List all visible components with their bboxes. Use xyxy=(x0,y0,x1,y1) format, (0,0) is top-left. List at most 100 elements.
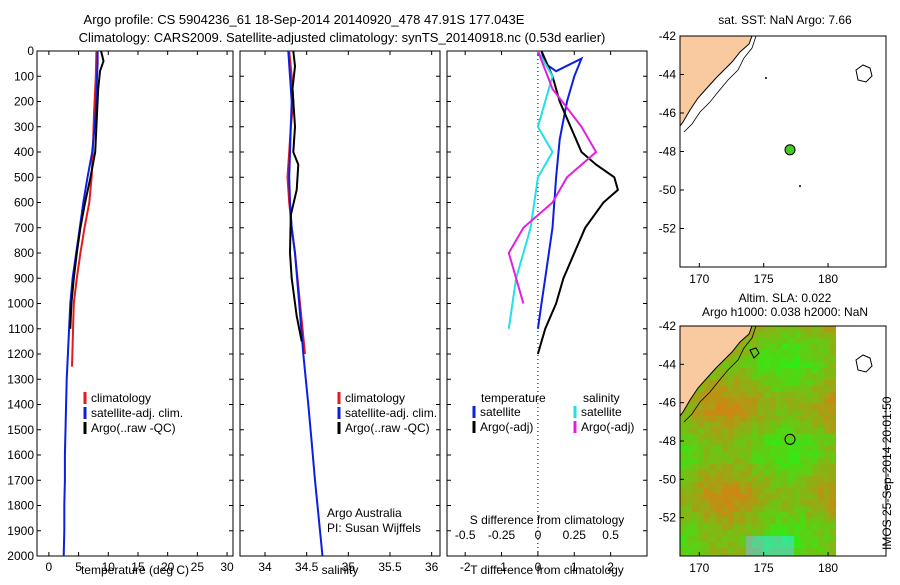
sla-cell xyxy=(806,536,812,542)
sla-cell xyxy=(692,404,698,410)
sla-cell xyxy=(746,482,752,488)
sla-cell xyxy=(800,404,806,410)
salinity-annotation-1: Argo Australia xyxy=(327,506,402,520)
sla-cell xyxy=(812,410,818,416)
sla-cell xyxy=(740,440,746,446)
sla-cell xyxy=(710,386,716,392)
sla-cell xyxy=(788,506,794,512)
sla-cell xyxy=(686,428,692,434)
sla-cell xyxy=(752,542,758,548)
sla-cell xyxy=(716,434,722,440)
sla-cell xyxy=(794,332,800,338)
sla-cell xyxy=(722,512,728,518)
sla-cell xyxy=(758,500,764,506)
sla-cell xyxy=(764,536,770,542)
sla-cell xyxy=(752,356,758,362)
sla-cell xyxy=(686,500,692,506)
sla-cell xyxy=(782,386,788,392)
x-tick-label: 0 xyxy=(535,560,542,574)
sla-cell xyxy=(812,356,818,362)
sla-cell xyxy=(698,494,704,500)
x2-tick-label: -0.25 xyxy=(488,528,516,542)
sla-cell xyxy=(764,518,770,524)
sla-cell xyxy=(680,440,686,446)
sla-cell xyxy=(830,506,836,512)
sla-cell xyxy=(800,344,806,350)
sla-cell xyxy=(746,464,752,470)
sla-cell xyxy=(686,416,692,422)
sla-cell xyxy=(800,476,806,482)
sla-cell xyxy=(704,386,710,392)
sla-cell xyxy=(776,530,782,536)
sla-cell xyxy=(716,554,722,556)
sla-cell xyxy=(740,446,746,452)
sla-cell xyxy=(794,422,800,428)
sla-cell xyxy=(776,404,782,410)
sla-cell xyxy=(794,386,800,392)
sla-cell xyxy=(788,530,794,536)
temperature-legend-satellite: satellite-adj. clim. xyxy=(91,406,183,420)
sla-cell xyxy=(746,548,752,554)
sla-cell xyxy=(710,446,716,452)
sla-cell xyxy=(770,380,776,386)
sla-cell xyxy=(782,452,788,458)
sla-cell xyxy=(722,542,728,548)
sla-cell xyxy=(716,542,722,548)
sla-cell xyxy=(758,398,764,404)
sla-cell xyxy=(698,536,704,542)
sla-cell xyxy=(830,368,836,374)
sla-cell xyxy=(818,548,824,554)
sla-cell xyxy=(824,410,830,416)
sla-cell xyxy=(770,482,776,488)
sla-cell xyxy=(746,344,752,350)
sla-cell xyxy=(788,422,794,428)
x-tick-label: 170 xyxy=(689,561,709,575)
header-line1: Argo profile: CS 5904236_61 18-Sep-2014 … xyxy=(84,12,525,27)
sla-cell xyxy=(764,362,770,368)
sla-cell xyxy=(716,488,722,494)
sla-cell xyxy=(812,524,818,530)
series-line xyxy=(507,51,554,329)
sla-cell xyxy=(716,548,722,554)
sla-cell xyxy=(686,548,692,554)
sla-cell xyxy=(770,464,776,470)
sla-cell xyxy=(710,554,716,556)
sla-cell xyxy=(704,470,710,476)
sla-cell xyxy=(830,488,836,494)
sla-cell xyxy=(824,488,830,494)
sla-cell xyxy=(830,464,836,470)
sla-cell xyxy=(788,398,794,404)
sla-cell xyxy=(782,476,788,482)
sla-cell xyxy=(758,482,764,488)
sla-cell xyxy=(770,476,776,482)
sla-cell xyxy=(770,398,776,404)
sla-cell xyxy=(716,386,722,392)
sla-cell xyxy=(770,458,776,464)
sla-cell xyxy=(704,488,710,494)
sla-cell xyxy=(830,548,836,554)
sla-cell xyxy=(758,476,764,482)
sla-cell xyxy=(794,488,800,494)
sla-cell xyxy=(716,476,722,482)
sla-cell xyxy=(818,440,824,446)
sla-cell xyxy=(686,440,692,446)
sla-cell xyxy=(728,446,734,452)
sla-cell xyxy=(776,476,782,482)
sla-cell xyxy=(764,506,770,512)
sla-cell xyxy=(752,362,758,368)
sla-cell xyxy=(740,374,746,380)
sla-cell xyxy=(770,542,776,548)
x-tick-label: 10 xyxy=(102,560,116,574)
sla-cell xyxy=(824,440,830,446)
sla-cell xyxy=(716,410,722,416)
sla-cell xyxy=(770,446,776,452)
sla-cell xyxy=(710,518,716,524)
sla-cell xyxy=(830,446,836,452)
sla-cell xyxy=(776,344,782,350)
sla-cell xyxy=(692,434,698,440)
sla-cell xyxy=(788,356,794,362)
sla-cell xyxy=(764,344,770,350)
sla-cell xyxy=(734,500,740,506)
sla-cell xyxy=(734,386,740,392)
sla-cell xyxy=(752,512,758,518)
